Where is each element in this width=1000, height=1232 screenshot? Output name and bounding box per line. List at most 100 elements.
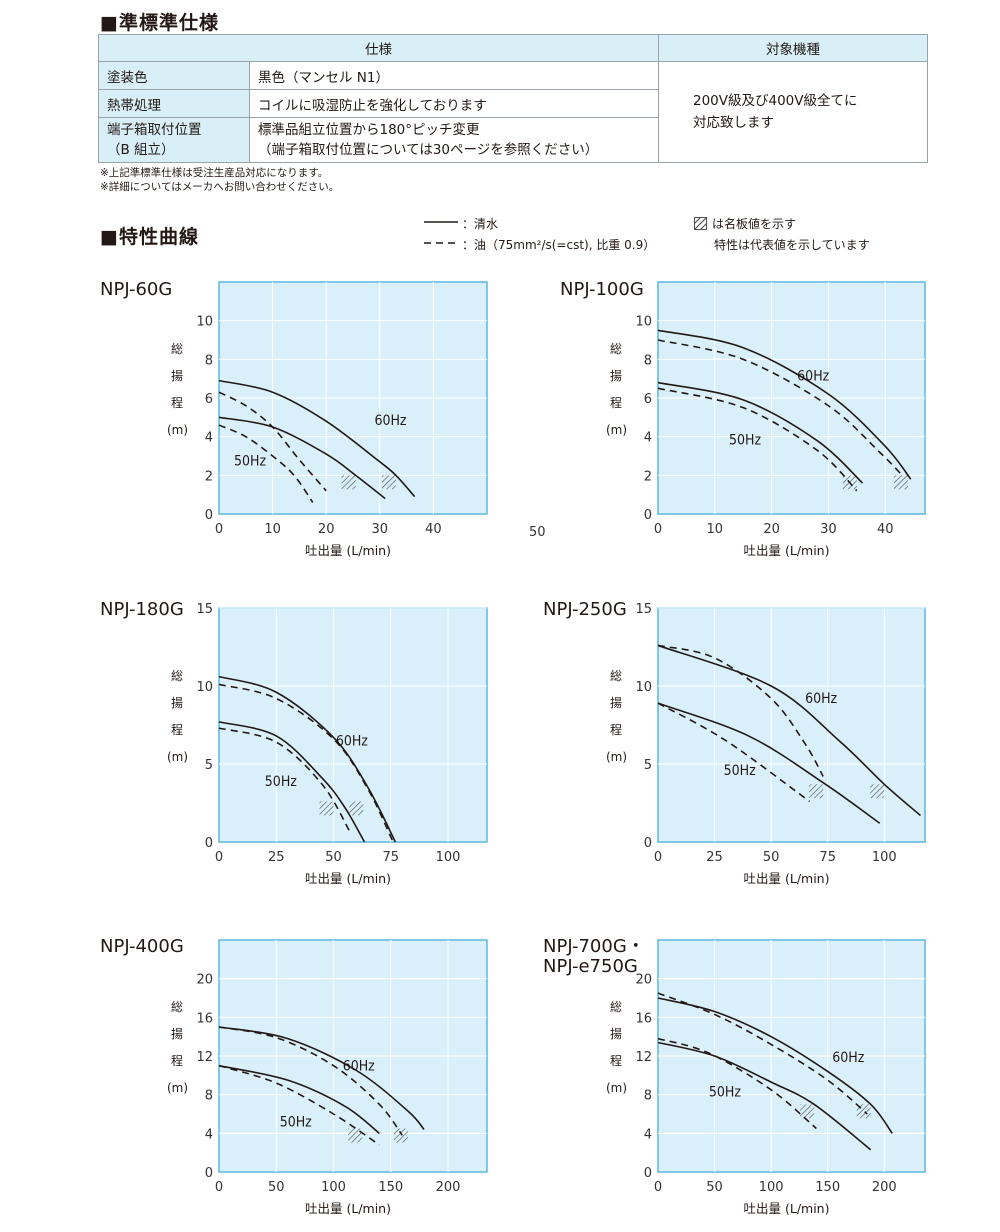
spec-section-title: ■準標準仕様 <box>100 12 219 34</box>
y-axis-label: 総揚程 (m) <box>167 663 188 771</box>
y-axis-label-char: (m) <box>606 750 628 764</box>
curve-50Hz-清水 <box>218 1064 380 1134</box>
y-tick-label: 4 <box>205 1127 213 1142</box>
x-tick-label: 100 <box>872 850 897 865</box>
y-axis-label-char: 程 <box>609 1054 622 1068</box>
curve-50Hz-清水 <box>657 1041 872 1151</box>
chart-title-line: NPJ-250G <box>543 599 627 620</box>
y-axis-label-char: 揚 <box>170 696 183 710</box>
y-axis-label-char: (m) <box>167 423 189 437</box>
curve-60Hz-油 <box>657 339 903 476</box>
chart-title: NPJ-60G <box>100 280 172 300</box>
chart-title-line: NPJ-60G <box>100 279 173 300</box>
x-tick-label: 30 <box>372 522 389 537</box>
legend-nameplate-label: は名板値を示す <box>712 217 797 231</box>
footnote: ※詳細についてはメーカへお問い合わせください。 <box>100 181 340 193</box>
curve-50Hz-油 <box>657 1037 817 1130</box>
x-axis-label: 吐出量 (L/min) <box>305 871 391 886</box>
x-tick-label: 0 <box>215 1180 223 1195</box>
chart-title-line: NPJ-e750G <box>543 956 638 977</box>
x-tick-label: 50 <box>325 850 342 865</box>
pump-curve-chart: 0 10 20 30 40 0 2 4 6 8 10 60Hz 50Hz <box>635 281 926 537</box>
chart-title-line: NPJ-180G <box>100 599 184 620</box>
hatch-icon <box>694 217 708 231</box>
spec-table: 仕様 対象機種 塗装色 黒色（マンセル N1） 200V級及び400V級全てに … <box>98 34 928 163</box>
curve-60Hz-油 <box>218 683 394 843</box>
y-axis-label-char: 総 <box>170 342 183 356</box>
curve-60Hz-清水 <box>218 1026 425 1130</box>
pump-curve-chart: 0 25 50 75 100 0 5 10 15 60Hz 50Hz <box>635 602 926 865</box>
nameplate-hatch-mark <box>870 784 885 799</box>
frequency-label: 60Hz <box>797 369 829 385</box>
y-tick-label: 2 <box>205 469 213 484</box>
frequency-label: 60Hz <box>805 691 837 707</box>
frequency-label: 50Hz <box>280 1115 312 1131</box>
x-tick-label: 200 <box>872 1180 897 1195</box>
target-line1: 200V級及び400V級全てに <box>693 93 858 109</box>
y-tick-label: 8 <box>644 353 652 368</box>
y-tick-label: 4 <box>644 431 652 446</box>
pump-curve-chart: 0 50 100 150 200 0 4 8 12 16 20 60Hz 50Hz <box>196 939 488 1195</box>
plot-area <box>657 607 926 843</box>
y-axis-label: 総揚程 (m) <box>606 663 628 771</box>
nameplate-hatch-mark <box>893 475 908 490</box>
x-axis-label: 吐出量 (L/min) <box>743 871 830 886</box>
x-tick-label: 25 <box>268 850 285 865</box>
y-axis-label-char: 総 <box>609 669 622 683</box>
x-tick-label: 0 <box>654 850 662 865</box>
x-tick-label: 150 <box>378 1180 403 1195</box>
nameplate-hatch-mark <box>809 784 824 799</box>
y-tick-label: 8 <box>205 353 213 368</box>
y-axis-label-char: 程 <box>170 396 183 410</box>
nameplate-hatch-mark <box>381 475 396 490</box>
y-axis-label-char: (m) <box>606 423 628 437</box>
y-axis-label-char: 程 <box>170 1054 183 1068</box>
row-label-line2: （B 組立） <box>107 142 175 158</box>
row-label: 塗装色 <box>98 61 250 90</box>
x-tick-label: 50 <box>763 850 780 865</box>
curve-50Hz-油 <box>218 727 351 832</box>
row-label-line1: 端子箱取付位置 <box>107 122 202 138</box>
legend-dashed-label: ：油（75mm²/s(=cst), 比重 0.9） <box>462 238 656 252</box>
frequency-label: 50Hz <box>265 774 297 790</box>
y-tick-label: 20 <box>635 973 652 988</box>
nameplate-hatch-mark <box>341 475 356 490</box>
row-value: コイルに吸湿防止を強化しております <box>249 89 659 118</box>
nameplate-hatch-mark <box>800 1104 815 1119</box>
frequency-label: 50Hz <box>729 432 761 448</box>
curve-60Hz-清水 <box>218 675 397 843</box>
y-tick-label: 15 <box>635 602 652 617</box>
curve-60Hz-油 <box>657 644 824 777</box>
row-value: 黒色（マンセル N1） <box>249 61 659 90</box>
curve-50Hz-清水 <box>657 381 864 484</box>
y-axis-label-char: (m) <box>167 1081 189 1095</box>
y-tick-label: 12 <box>196 1050 213 1065</box>
y-tick-label: 5 <box>644 758 652 773</box>
row-value: 標準品組立位置から180°ピッチ変更 （端子箱取付位置については30ページを参照… <box>249 117 659 163</box>
x-tick-label: 75 <box>819 850 836 865</box>
y-tick-label: 0 <box>644 1166 652 1181</box>
y-tick-label: 15 <box>196 602 213 617</box>
y-tick-label: 10 <box>635 315 652 330</box>
x-tick-label: 100 <box>759 1180 784 1195</box>
x-tick-label: 20 <box>318 522 335 537</box>
y-axis-label-char: 総 <box>609 342 622 356</box>
y-tick-label: 4 <box>644 1127 652 1142</box>
pump-curve-chart: 0 10 20 30 40 0 2 4 6 8 10 60Hz 50Hz <box>196 281 488 537</box>
nameplate-hatch-mark <box>319 801 334 816</box>
nameplate-hatch-mark <box>348 1128 363 1143</box>
x-tick-label: 0 <box>215 850 223 865</box>
row-label: 熱帯処理 <box>98 89 250 118</box>
x-tick-label: 30 <box>820 522 837 537</box>
curve-50Hz-清水 <box>218 721 366 843</box>
y-axis-label-char: 揚 <box>609 696 622 710</box>
x-tick-label: 40 <box>425 522 442 537</box>
y-tick-label: 0 <box>205 508 213 523</box>
y-axis-label-char: 程 <box>170 723 183 737</box>
x-tick-label: 150 <box>815 1180 840 1195</box>
y-axis-label: 総揚程 (m) <box>606 994 627 1102</box>
curve-50Hz-清水 <box>657 702 881 824</box>
footnote: ※上記準標準仕様は受注生産品対応になります。 <box>100 167 329 179</box>
y-axis-label-char: 揚 <box>609 369 622 383</box>
stray-tick-label: 50 <box>529 525 546 540</box>
